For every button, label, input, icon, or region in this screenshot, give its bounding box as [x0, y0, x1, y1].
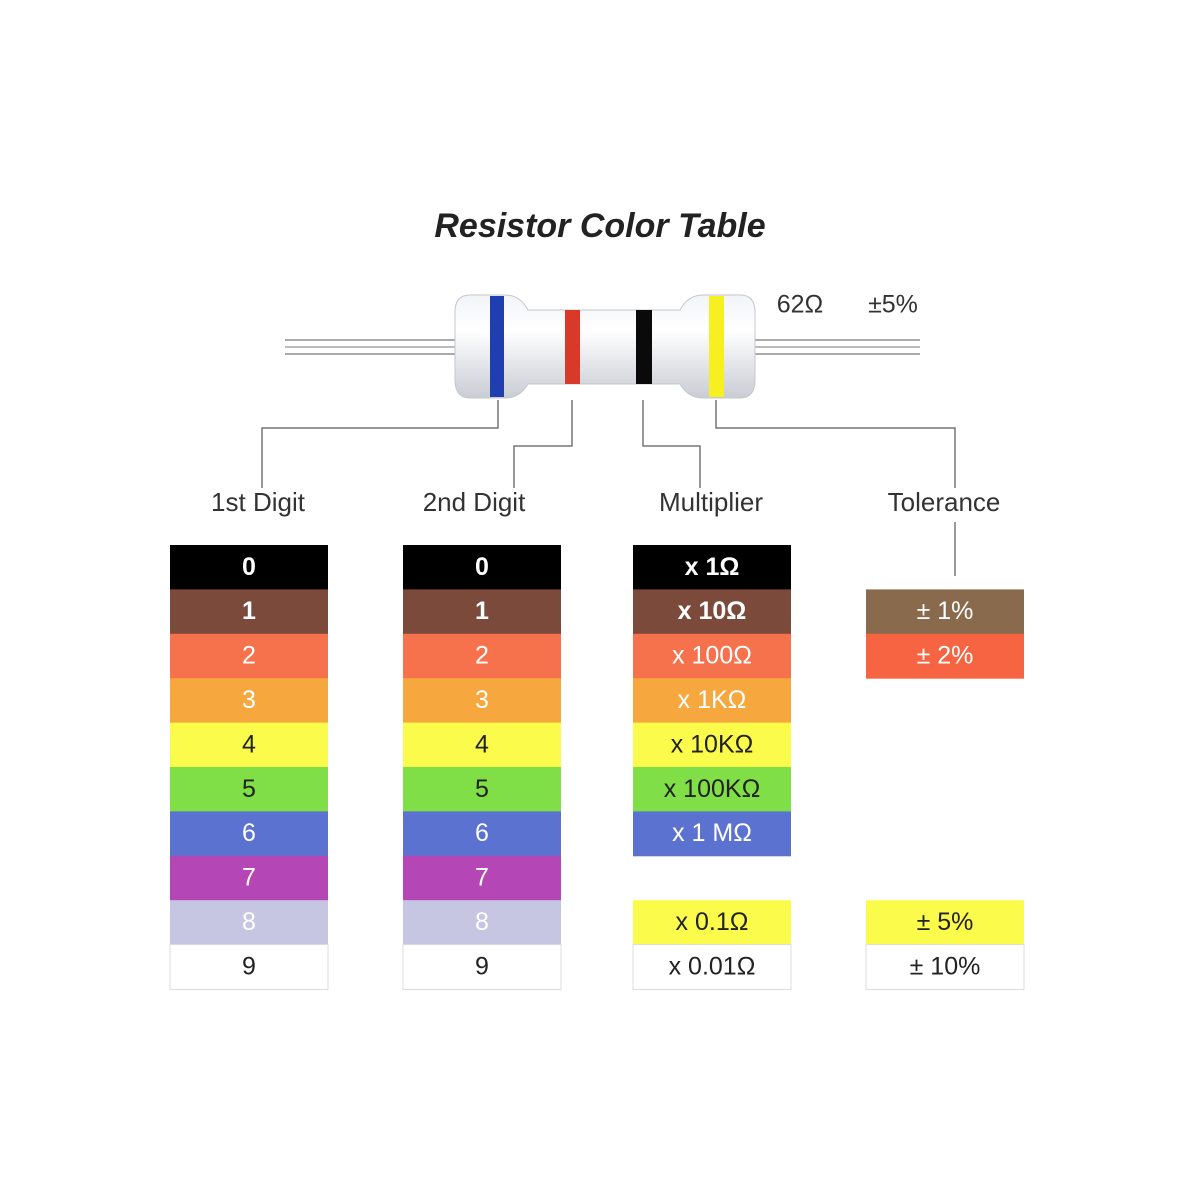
color-cell — [403, 855, 561, 901]
color-cell — [170, 545, 328, 590]
cell-label: 8 — [475, 908, 489, 936]
color-cell — [170, 722, 328, 768]
cell-label: 1 — [475, 597, 489, 625]
color-cell — [403, 722, 561, 768]
cell-label: 5 — [475, 775, 489, 803]
color-cell — [170, 900, 328, 946]
cell-label: x 10KΩ — [671, 730, 754, 758]
color-cell — [632, 944, 792, 990]
column-header: Tolerance — [888, 487, 1001, 517]
color-cell — [403, 811, 561, 857]
column-header: 1st Digit — [211, 487, 306, 517]
cell-label: x 0.01Ω — [669, 952, 756, 980]
color-cell — [170, 855, 328, 901]
color-cell — [403, 545, 561, 590]
color-cell — [170, 678, 328, 724]
cell-label: 4 — [475, 730, 489, 758]
color-cell — [402, 944, 562, 990]
cell-label: 5 — [242, 775, 256, 803]
resistor-tolerance: ±5% — [868, 291, 918, 319]
color-cell — [403, 589, 561, 635]
cell-label: x 100Ω — [672, 642, 752, 670]
color-cell — [170, 589, 328, 635]
color-cell — [866, 589, 1024, 635]
cell-label: 8 — [242, 908, 256, 936]
cell-label: x 0.1Ω — [676, 908, 749, 936]
color-cell — [633, 589, 791, 635]
column-header: 2nd Digit — [423, 487, 526, 517]
cell-label: x 1Ω — [685, 553, 740, 581]
color-cell — [170, 767, 328, 812]
cell-label: 9 — [242, 952, 256, 980]
color-cell — [633, 545, 791, 590]
color-cell — [865, 944, 1025, 990]
color-cell — [633, 767, 791, 812]
cell-label: 4 — [242, 730, 256, 758]
cell-label: ± 5% — [917, 908, 974, 936]
cell-label: 9 — [475, 952, 489, 980]
color-cell — [633, 900, 791, 946]
cell-label: x 100KΩ — [664, 775, 761, 803]
resistance-value: 62Ω — [777, 291, 824, 319]
cell-label: 6 — [242, 819, 256, 847]
cell-label: x 1KΩ — [678, 686, 747, 714]
cell-label: 2 — [475, 642, 489, 670]
color-cell — [403, 767, 561, 812]
color-cell — [633, 678, 791, 724]
color-cell — [403, 900, 561, 946]
title: Resistor Color Table — [434, 207, 765, 245]
color-cell — [633, 811, 791, 857]
color-cell — [633, 722, 791, 768]
cell-label: 7 — [475, 864, 489, 892]
cell-label: x 10Ω — [678, 597, 747, 625]
color-cell — [633, 633, 791, 679]
cell-label: 1 — [242, 597, 256, 625]
resistor — [285, 294, 920, 399]
cell-label: 0 — [242, 553, 256, 581]
cell-label: 0 — [475, 553, 489, 581]
cell-label: ± 2% — [917, 642, 974, 670]
cell-label: 6 — [475, 819, 489, 847]
cell-label: 7 — [242, 864, 256, 892]
cell-label: ± 10% — [910, 952, 981, 980]
cell-label: 3 — [242, 686, 256, 714]
color-cell — [866, 900, 1024, 946]
color-cell — [403, 633, 561, 679]
cell-label: 2 — [242, 642, 256, 670]
color-cell — [170, 811, 328, 857]
cell-label: 3 — [475, 686, 489, 714]
column-header: Multiplier — [659, 487, 763, 517]
cell-label: ± 1% — [917, 597, 974, 625]
connectors — [261, 400, 956, 576]
color-cell — [866, 633, 1024, 679]
color-cell — [403, 678, 561, 724]
color-cell — [169, 944, 329, 990]
color-cell — [170, 633, 328, 679]
cell-label: x 1 MΩ — [672, 819, 752, 847]
